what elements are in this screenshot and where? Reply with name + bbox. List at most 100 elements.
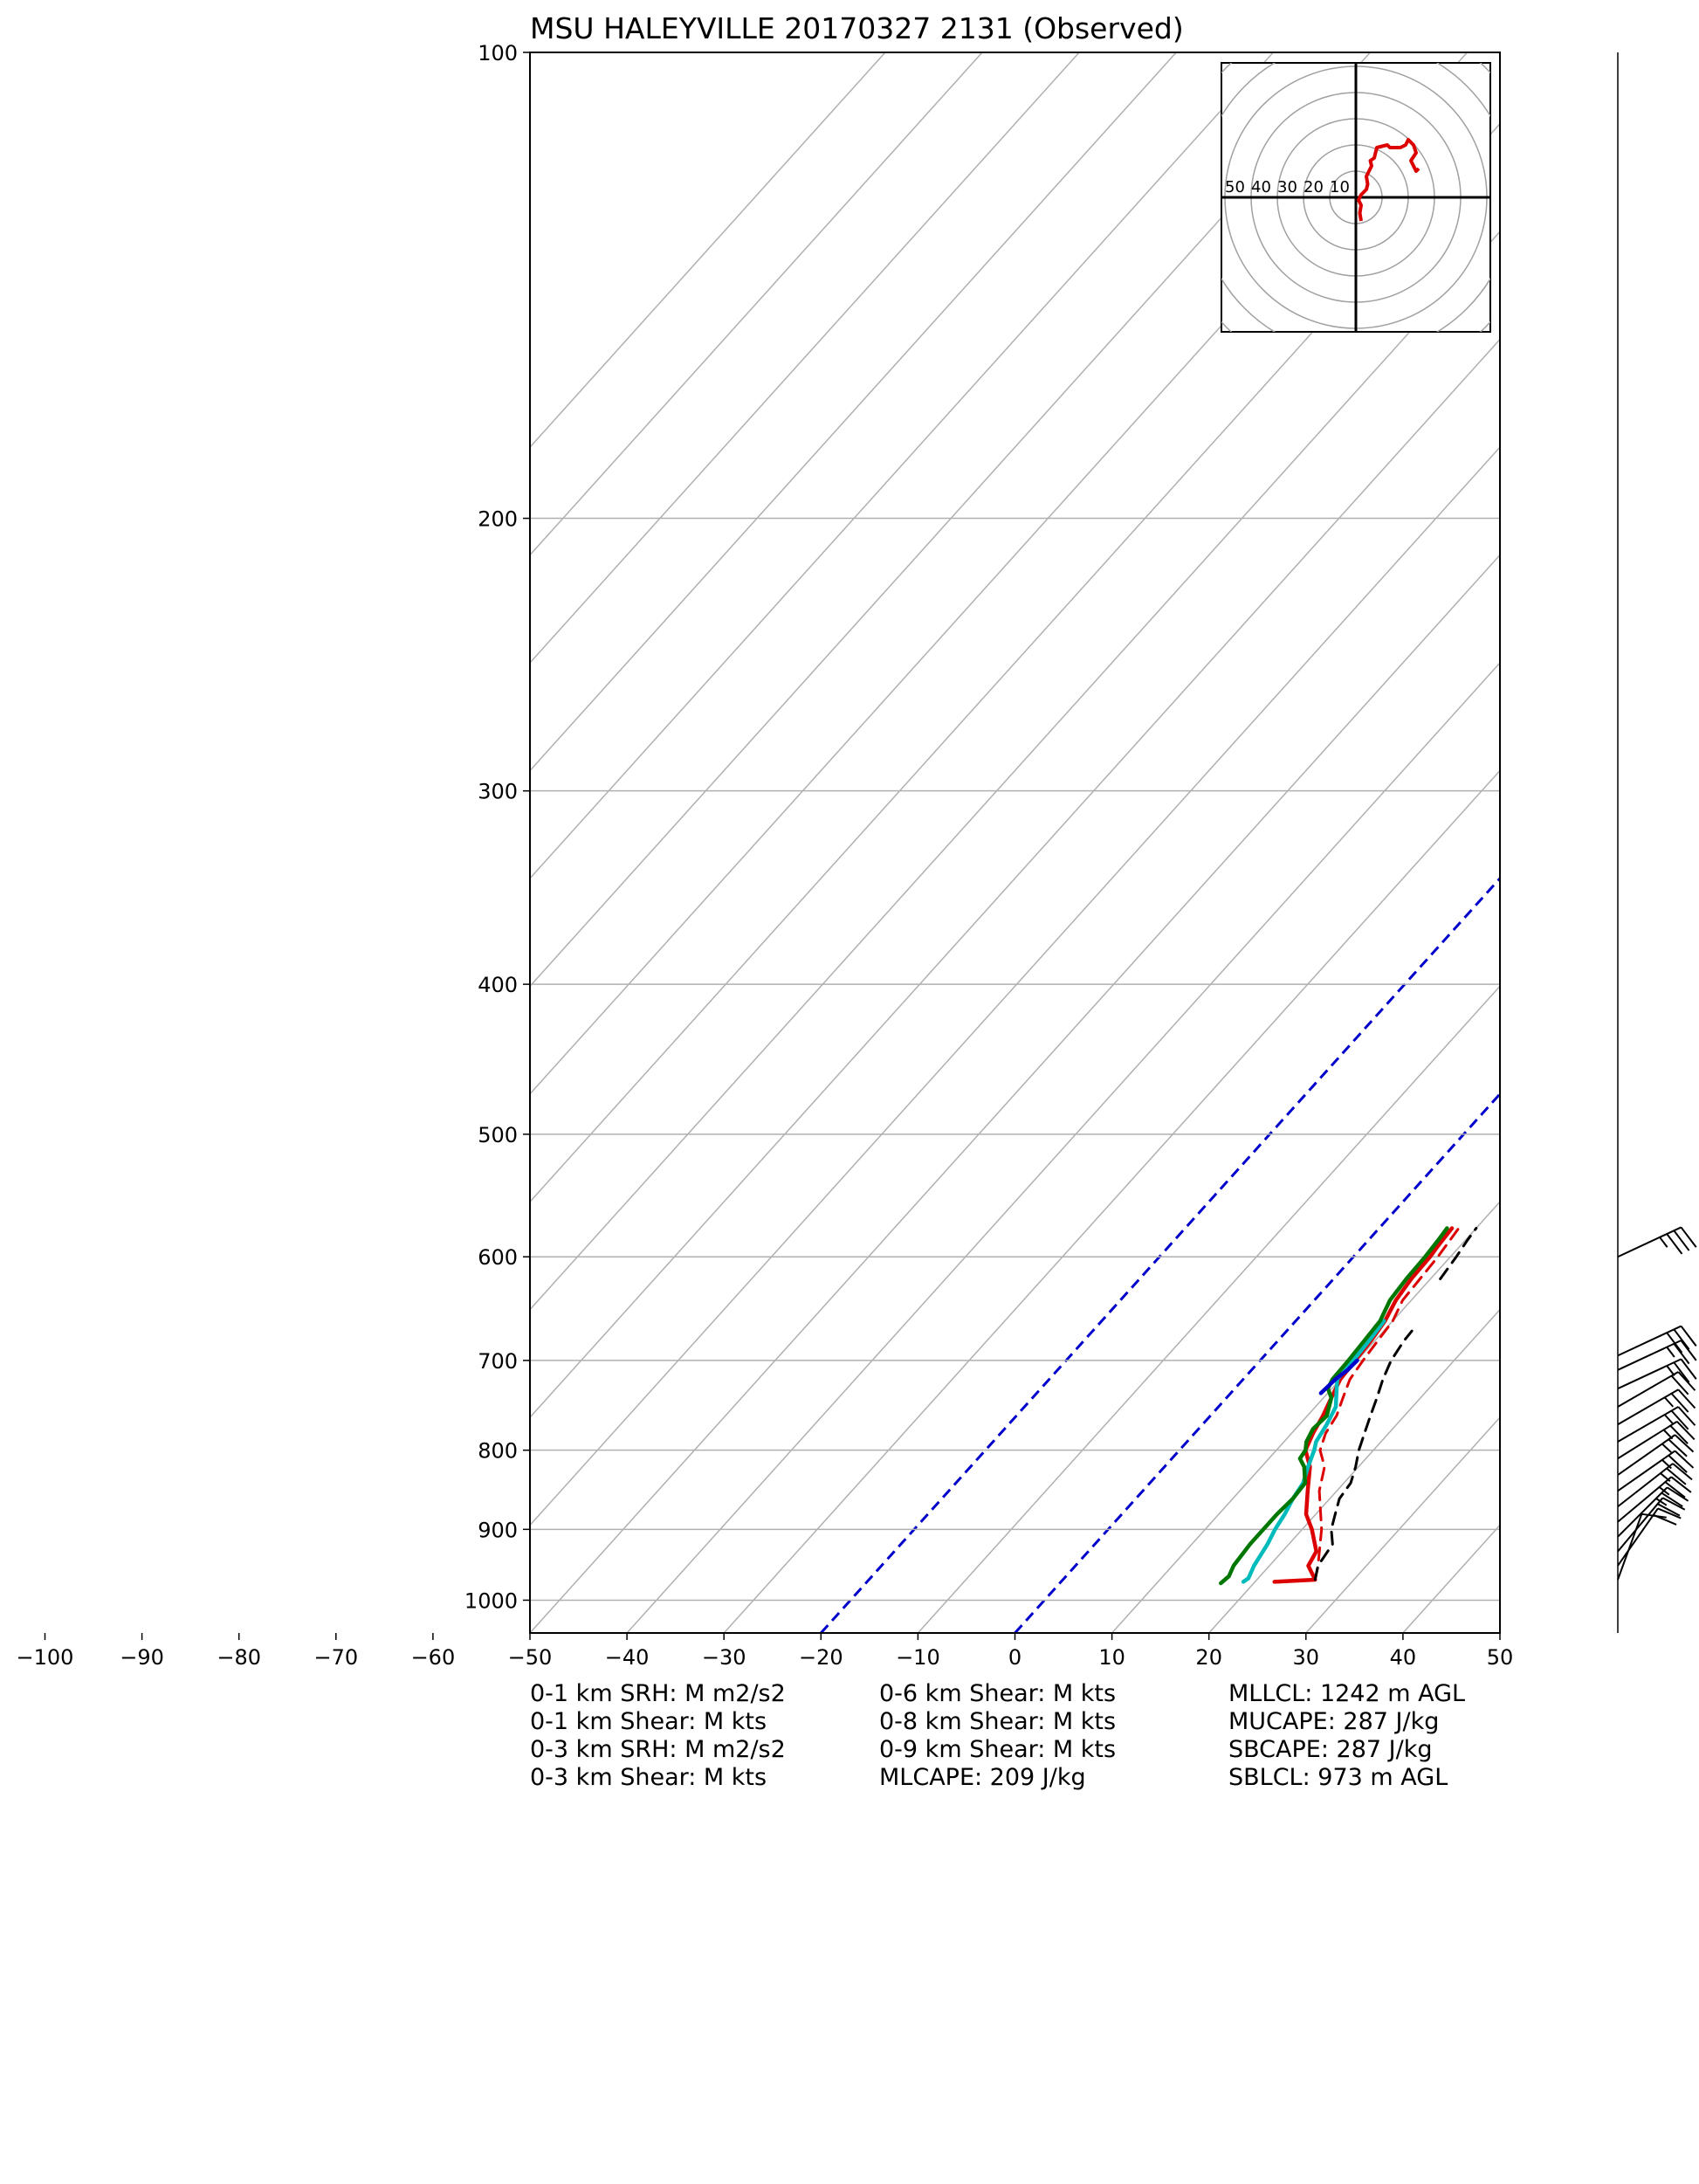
wind-barb-feather	[1657, 1507, 1682, 1519]
isotherm-line	[1499, 1631, 1500, 1633]
isotherm-line	[530, 52, 983, 556]
wind-barb-feather	[1667, 1486, 1689, 1502]
wind-barb	[1617, 1463, 1693, 1508]
hodograph-ring-label: 10	[1330, 178, 1350, 196]
wind-barb-feather	[1661, 1492, 1683, 1508]
y-tick-label: 900	[478, 1518, 518, 1542]
stat-sblcl: SBLCL: 973 m AGL	[1228, 1764, 1448, 1791]
wind-barb-feather	[1662, 1429, 1674, 1440]
stat-shear-0-9: 0-9 km Shear: M kts	[879, 1736, 1117, 1763]
isotherm-line	[1208, 1308, 1500, 1633]
x-tick-label: 50	[1487, 1645, 1514, 1670]
hodograph-ring-label: 40	[1251, 178, 1271, 196]
wind-barb-feather	[1670, 1476, 1692, 1493]
profile-line-3	[1219, 1226, 1449, 1586]
wind-barb-shaft	[1617, 1388, 1679, 1426]
x-tick-label: −80	[217, 1645, 261, 1670]
stat-sbcape: SBCAPE: 287 J/kg	[1228, 1736, 1433, 1763]
wind-barb-feather	[1669, 1424, 1689, 1444]
wind-barb-feather	[1677, 1371, 1696, 1391]
wind-barb	[1617, 1450, 1695, 1492]
wind-barb-feather	[1661, 1459, 1672, 1470]
wind-barb	[1617, 1388, 1696, 1426]
chart-title: MSU HALEYVILLE 20170327 2131 (Observed)	[530, 11, 1184, 45]
wind-barb-shaft	[1617, 1463, 1674, 1508]
y-tick-label: 400	[478, 973, 518, 997]
hodograph-ring-label: 50	[1225, 178, 1245, 196]
wind-barb-feather	[1677, 1388, 1696, 1409]
isotherm-line	[530, 52, 1274, 880]
stat-shear-0-1: 0-1 km Shear: M kts	[530, 1708, 767, 1735]
wind-barb-shaft	[1617, 1450, 1676, 1492]
hodograph-ring-label: 20	[1303, 178, 1324, 196]
isotherm-highlight	[820, 876, 1500, 1633]
wind-barb	[1617, 1512, 1667, 1581]
wind-barbs	[1617, 1226, 1697, 1581]
wind-barb-feather	[1670, 1393, 1689, 1413]
wind-barb-feather	[1661, 1443, 1672, 1453]
wind-barb-feather	[1661, 1497, 1686, 1511]
wind-barb-feather	[1666, 1332, 1683, 1354]
x-tick-label: 20	[1195, 1645, 1222, 1670]
wind-barb-feather	[1677, 1406, 1696, 1426]
x-tick-label: −10	[896, 1645, 940, 1670]
wind-barb	[1617, 1486, 1689, 1538]
wind-barb-shaft	[1617, 1507, 1659, 1567]
wind-barb-feather	[1674, 1450, 1695, 1469]
hodograph-ring-label: 30	[1277, 178, 1297, 196]
wind-barb-feather	[1673, 1328, 1690, 1350]
wind-barb-feather	[1663, 1414, 1675, 1425]
x-tick-label: −60	[411, 1645, 456, 1670]
wind-barb-shaft	[1617, 1371, 1679, 1408]
wind-barb-feather	[1666, 1347, 1675, 1358]
x-tick-label: 10	[1098, 1645, 1125, 1670]
wind-barb-feather	[1670, 1409, 1689, 1430]
isotherm-line	[530, 52, 1371, 988]
y-tick-label: 1000	[464, 1588, 518, 1613]
wind-barb-shaft	[1617, 1434, 1676, 1476]
profile-line-1	[1313, 1227, 1461, 1581]
y-tick-label: 700	[478, 1349, 518, 1374]
stat-mllcl: MLLCL: 1242 m AGL	[1228, 1680, 1466, 1707]
stat-srh-0-1: 0-1 km SRH: M m2/s2	[530, 1680, 786, 1707]
wind-barb-feather	[1673, 1230, 1690, 1251]
wind-barb	[1617, 1226, 1697, 1258]
wind-barb	[1617, 1325, 1697, 1357]
wind-barb	[1617, 1358, 1697, 1390]
isotherm-line	[917, 985, 1500, 1633]
stat-srh-0-3: 0-3 km SRH: M m2/s2	[530, 1736, 786, 1763]
stat-mucape: MUCAPE: 287 J/kg	[1228, 1708, 1440, 1735]
isotherm-line	[530, 338, 1500, 1419]
x-tick-label: −90	[120, 1645, 164, 1670]
wind-barb-feather	[1666, 1467, 1687, 1485]
wind-barb-feather	[1674, 1434, 1695, 1453]
wind-barb-shaft	[1617, 1420, 1678, 1460]
wind-barb-feather	[1673, 1361, 1690, 1383]
wind-barb	[1617, 1420, 1696, 1460]
isotherm-line	[530, 52, 1177, 772]
isotherm-line	[530, 554, 1500, 1633]
hodograph-inset: 50 40 30 20 10	[1221, 62, 1491, 333]
stats-column-3: MLLCL: 1242 m AGL MUCAPE: 287 J/kg SBCAP…	[1228, 1680, 1465, 1792]
wind-barb	[1617, 1507, 1682, 1567]
wind-barb-feather	[1655, 1498, 1668, 1506]
sounding-profiles	[1219, 1226, 1478, 1586]
wind-barb-shaft	[1617, 1406, 1679, 1443]
wind-barb-shaft	[1617, 1325, 1682, 1357]
hodograph-trace	[1357, 138, 1420, 222]
wind-barb-feather	[1653, 1513, 1677, 1526]
wind-barb	[1617, 1497, 1686, 1553]
wind-barb-feather	[1670, 1374, 1689, 1395]
wind-barb-feather	[1666, 1233, 1683, 1255]
wind-barb-feather	[1664, 1481, 1686, 1498]
wind-barb-feather	[1666, 1365, 1675, 1377]
wind-barb-feather	[1659, 1237, 1668, 1248]
wind-barb	[1617, 1371, 1696, 1408]
isotherm-line	[723, 769, 1500, 1633]
wind-barb	[1617, 1406, 1696, 1443]
x-tick-label: −20	[799, 1645, 843, 1670]
isotherm-highlight	[1014, 1092, 1500, 1633]
wind-barb	[1617, 1434, 1695, 1476]
profile-line-4	[1318, 1358, 1359, 1395]
